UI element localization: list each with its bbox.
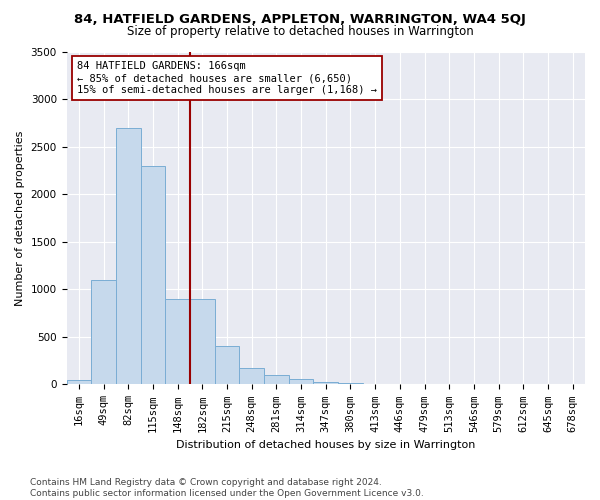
Bar bbox=[116, 128, 140, 384]
Text: 84 HATFIELD GARDENS: 166sqm
← 85% of detached houses are smaller (6,650)
15% of : 84 HATFIELD GARDENS: 166sqm ← 85% of det… bbox=[77, 62, 377, 94]
Bar bbox=[289, 378, 313, 384]
Bar bbox=[239, 368, 264, 384]
Y-axis label: Number of detached properties: Number of detached properties bbox=[15, 130, 25, 306]
Bar bbox=[165, 299, 190, 384]
Text: 84, HATFIELD GARDENS, APPLETON, WARRINGTON, WA4 5QJ: 84, HATFIELD GARDENS, APPLETON, WARRINGT… bbox=[74, 12, 526, 26]
Bar bbox=[91, 280, 116, 384]
Bar bbox=[190, 299, 215, 384]
Bar bbox=[215, 346, 239, 385]
Bar bbox=[140, 166, 165, 384]
Bar bbox=[67, 380, 91, 384]
Bar bbox=[313, 382, 338, 384]
Bar bbox=[264, 375, 289, 384]
Text: Size of property relative to detached houses in Warrington: Size of property relative to detached ho… bbox=[127, 25, 473, 38]
Text: Contains HM Land Registry data © Crown copyright and database right 2024.
Contai: Contains HM Land Registry data © Crown c… bbox=[30, 478, 424, 498]
X-axis label: Distribution of detached houses by size in Warrington: Distribution of detached houses by size … bbox=[176, 440, 475, 450]
Bar bbox=[338, 383, 363, 384]
